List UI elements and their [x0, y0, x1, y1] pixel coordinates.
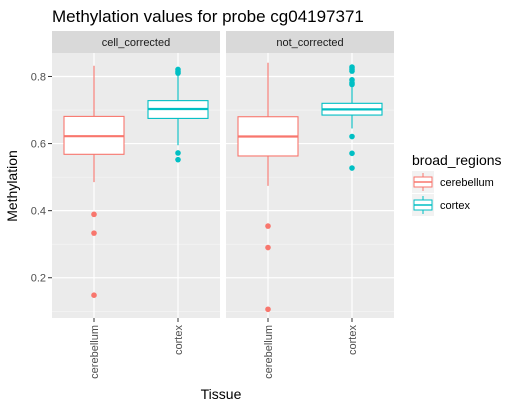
outlier-point — [349, 133, 355, 140]
legend-label: cortex — [440, 200, 470, 212]
box-cortex — [321, 64, 383, 171]
x-tick-label: cortex — [347, 325, 359, 355]
x-tick-label: cerebellum — [89, 325, 101, 379]
y-tick-label: 0.8 — [31, 71, 46, 83]
outlier-point — [175, 70, 181, 76]
outlier-point — [349, 81, 355, 88]
box-cerebellum — [63, 65, 125, 298]
x-axis-title: Tissue — [201, 386, 242, 402]
box-cortex — [147, 66, 209, 163]
outlier-point — [349, 165, 355, 171]
legend-label: cerebellum — [440, 177, 494, 189]
outlier-point — [265, 306, 271, 313]
outlier-point — [175, 150, 181, 156]
legend-key-cortex: cortex — [412, 194, 470, 216]
outlier-point — [91, 292, 97, 298]
facet-cell-corrected: cell_corrected cerebellum cortex — [52, 31, 220, 379]
x-tick-label: cortex — [173, 325, 185, 355]
outlier-point — [265, 244, 271, 251]
facet-strip-label: cell_corrected — [102, 37, 170, 49]
box-cerebellum — [237, 62, 299, 313]
outlier-point — [91, 211, 97, 218]
y-tick-label: 0.4 — [31, 206, 46, 218]
y-tick-label: 0.2 — [31, 273, 46, 285]
outlier-point — [349, 150, 355, 157]
facet-not-corrected: not_corrected cerebellum cortex — [226, 31, 394, 379]
outlier-point — [175, 156, 181, 163]
x-tick-label: cerebellum — [263, 325, 275, 379]
panel-background — [226, 53, 394, 318]
chart-title: Methylation values for probe cg04197371 — [52, 7, 364, 26]
legend: broad_regions cerebellum cortex — [412, 152, 502, 216]
facet-strip — [52, 31, 220, 53]
facet-strip — [226, 31, 394, 53]
outlier-point — [265, 223, 271, 229]
panel-background — [52, 53, 220, 318]
outlier-point — [91, 230, 97, 236]
y-tick-label: 0.6 — [31, 139, 46, 151]
facet-strip-label: not_corrected — [276, 37, 343, 49]
legend-title: broad_regions — [412, 152, 502, 168]
outlier-point — [349, 68, 355, 74]
y-axis-title: Methylation — [4, 150, 20, 222]
legend-key-cerebellum: cerebellum — [412, 171, 494, 193]
y-axis: 0.2 0.4 0.6 0.8 — [31, 71, 52, 285]
